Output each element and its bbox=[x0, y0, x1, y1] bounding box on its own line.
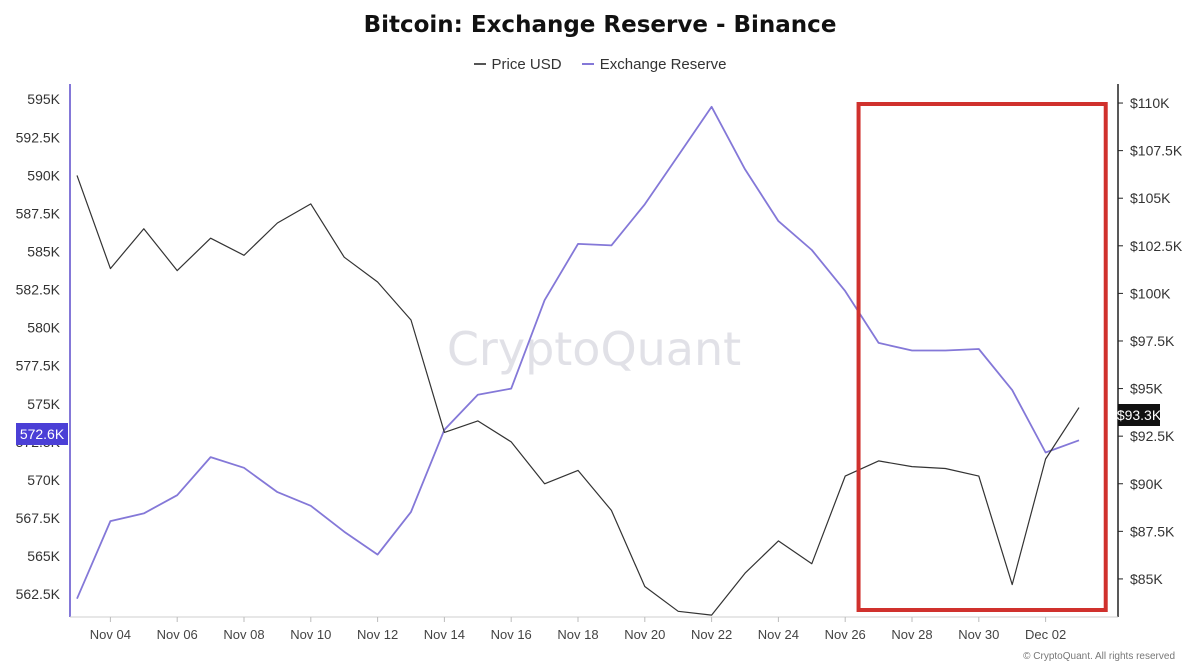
y-left-tick-label: 590K bbox=[27, 167, 60, 183]
legend-item-reserve[interactable]: Exchange Reserve bbox=[581, 55, 727, 73]
legend-label-price: Price USD bbox=[491, 55, 562, 73]
x-tick-label: Nov 14 bbox=[424, 627, 465, 642]
right-value-badge-text: $93.3K bbox=[1117, 407, 1162, 423]
series-line-exchange-reserve bbox=[76, 105, 1080, 600]
legend-item-price[interactable]: Price USD bbox=[473, 55, 562, 73]
y-right-tick-label: $100K bbox=[1130, 285, 1171, 301]
y-left-tick-label: 565K bbox=[27, 548, 60, 564]
legend-swatch-reserve bbox=[581, 63, 594, 65]
x-tick-label: Nov 08 bbox=[223, 627, 264, 642]
y-left-tick-label: 585K bbox=[27, 244, 60, 260]
y-right-tick-label: $85K bbox=[1130, 571, 1163, 587]
series-line-price-usd bbox=[76, 175, 1080, 616]
y-left-tick-label: 592.5K bbox=[16, 129, 61, 145]
y-left-tick-label: 562.5K bbox=[16, 586, 61, 602]
highlight-box bbox=[856, 102, 1108, 612]
x-tick-label: Nov 18 bbox=[557, 627, 598, 642]
y-right-tick-label: $102.5K bbox=[1130, 238, 1183, 254]
x-tick-label: Nov 12 bbox=[357, 627, 398, 642]
x-tick-label: Nov 16 bbox=[491, 627, 532, 642]
x-tick-label: Nov 22 bbox=[691, 627, 732, 642]
y-left-tick-label: 587.5K bbox=[16, 205, 61, 221]
left-value-badge-text: 572.6K bbox=[20, 426, 65, 442]
right-value-badge bbox=[1118, 404, 1160, 426]
y-right-tick-label: $95K bbox=[1130, 381, 1163, 397]
y-right-tick-label: $105K bbox=[1130, 190, 1171, 206]
chart-title: Bitcoin: Exchange Reserve - Binance bbox=[363, 12, 837, 38]
legend-swatch-price bbox=[473, 63, 486, 65]
y-left-tick-label: 595K bbox=[27, 91, 60, 107]
x-tick-label: Nov 24 bbox=[758, 627, 799, 642]
y-left-tick-label: 575K bbox=[27, 396, 60, 412]
x-tick-label: Dec 02 bbox=[1025, 627, 1066, 642]
y-right-tick-label: $107.5K bbox=[1130, 143, 1183, 159]
x-tick-label: Nov 26 bbox=[825, 627, 866, 642]
copyright-text: © CryptoQuant. All rights reserved bbox=[1023, 651, 1175, 662]
y-right-tick-label: $92.5K bbox=[1130, 428, 1175, 444]
y-right-tick-label: $87.5K bbox=[1130, 523, 1175, 539]
y-left-tick-label: 580K bbox=[27, 320, 60, 336]
y-left-tick-label: 577.5K bbox=[16, 358, 61, 374]
watermark-text: CryptoQuant bbox=[447, 322, 741, 376]
y-left-tick-label: 567.5K bbox=[16, 510, 61, 526]
x-tick-label: Nov 10 bbox=[290, 627, 331, 642]
left-value-badge bbox=[16, 423, 68, 445]
y-left-tick-label: 570K bbox=[27, 472, 60, 488]
x-tick-label: Nov 28 bbox=[891, 627, 932, 642]
y-right-tick-label: $97.5K bbox=[1130, 333, 1175, 349]
x-tick-label: Nov 04 bbox=[90, 627, 131, 642]
x-tick-label: Nov 06 bbox=[157, 627, 198, 642]
y-right-tick-label: $90K bbox=[1130, 476, 1163, 492]
legend-label-reserve: Exchange Reserve bbox=[599, 55, 727, 73]
x-tick-label: Nov 20 bbox=[624, 627, 665, 642]
chart-legend: Price USD Exchange Reserve bbox=[0, 52, 1200, 73]
y-left-tick-label: 582.5K bbox=[16, 282, 61, 298]
y-right-tick-label: $110K bbox=[1130, 95, 1170, 111]
x-tick-label: Nov 30 bbox=[958, 627, 999, 642]
